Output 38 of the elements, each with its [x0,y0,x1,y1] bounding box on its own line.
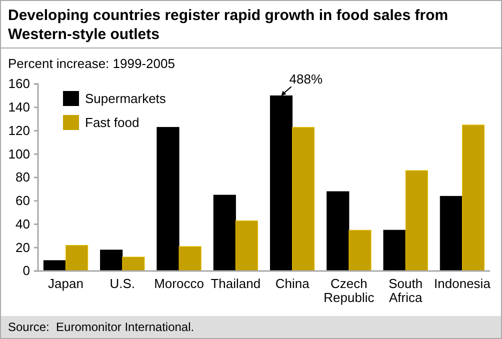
bar [213,194,236,272]
bar [122,256,145,272]
bar [66,245,88,272]
y-tick-label: 80 [16,170,30,185]
legend-label: Fast food [85,115,140,130]
y-tick-label: 0 [22,263,30,278]
y-tick-label: 140 [8,100,30,115]
x-tick-label: Indonesia [434,276,492,291]
y-tick-label: 100 [8,146,30,162]
bar [405,170,428,272]
y-tick-label: 160 [8,76,30,92]
x-tick-label: Czech Republic [324,276,375,305]
bar [440,196,462,272]
y-tick-label: 120 [8,122,30,138]
x-tick-label: South Africa [388,276,423,305]
bar [178,246,202,272]
x-tick-label: Thailand [210,276,261,291]
x-tick-label: Morocco [154,276,204,291]
y-axis-title: Percent increase: 1999-2005 [8,56,175,71]
bar [348,230,372,272]
y-tick-label: 40 [16,216,30,232]
bar [43,260,66,272]
source-note: Source: Euromonitor International. [8,320,194,334]
bar [383,230,406,272]
bar [462,124,485,272]
x-tick-label: U.S. [110,276,136,291]
annotation: 488% [289,72,323,87]
x-tick-label: Japan [48,276,84,291]
bar [292,126,315,272]
chart-title: Developing countries register rapid growth in food sales from Western-style outlets [8,7,448,43]
bar [235,220,258,272]
legend-label: Supermarkets [85,91,166,106]
x-tick-label: China [275,276,310,291]
y-tick-label: 60 [16,193,30,208]
bar [326,191,350,272]
y-tick-label: 20 [16,240,30,255]
bar [100,250,123,272]
bar [156,126,180,272]
